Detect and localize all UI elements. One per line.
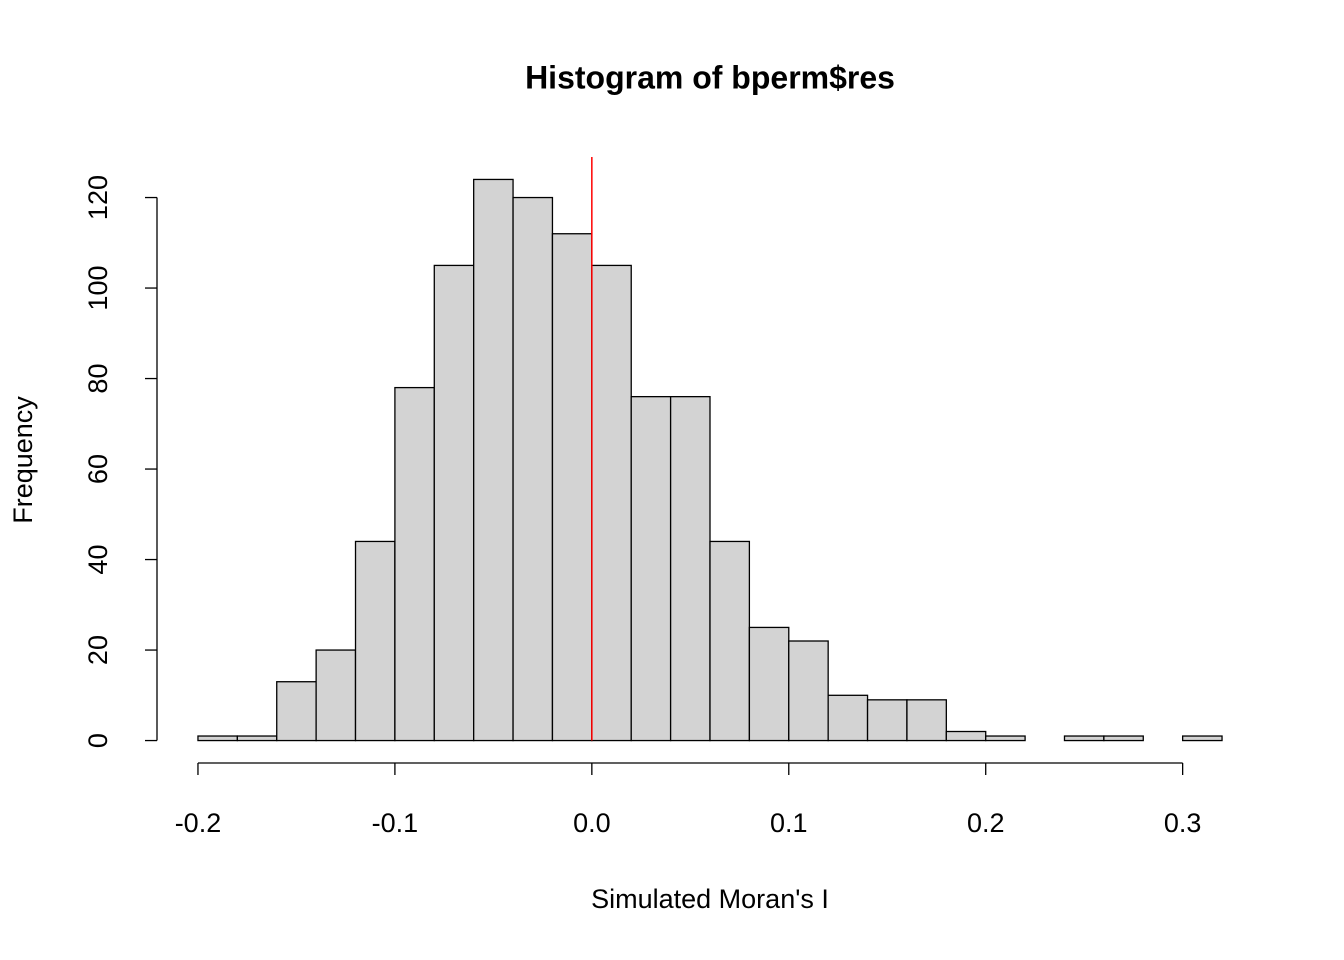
- y-tick-label: 100: [83, 266, 113, 311]
- bar: [788, 640, 829, 742]
- chart-title: Histogram of bperm$res: [525, 59, 895, 95]
- bar: [433, 264, 475, 742]
- x-tick-label: -0.2: [175, 808, 222, 838]
- bar: [866, 699, 908, 742]
- bar: [827, 694, 869, 742]
- bar: [1181, 735, 1223, 742]
- bar: [630, 395, 672, 742]
- bar: [709, 540, 751, 742]
- bar: [394, 386, 435, 742]
- y-tick-label: 60: [83, 454, 113, 484]
- bar: [276, 681, 317, 742]
- bar: [551, 233, 593, 742]
- y-tick-label: 0: [83, 733, 113, 748]
- y-tick-label: 40: [83, 545, 113, 575]
- bar: [906, 699, 947, 742]
- x-tick-label: 0.3: [1164, 808, 1202, 838]
- bar: [591, 264, 632, 742]
- bar: [236, 735, 278, 742]
- x-tick-label: -0.1: [372, 808, 419, 838]
- bar: [315, 649, 357, 742]
- bar: [512, 196, 554, 742]
- bar: [1103, 735, 1144, 742]
- x-tick-label: 0.0: [573, 808, 611, 838]
- bar: [985, 735, 1026, 742]
- y-tick-label: 120: [83, 175, 113, 220]
- bar: [945, 730, 987, 742]
- y-tick-label: 80: [83, 364, 113, 394]
- x-axis-label: Simulated Moran's I: [591, 884, 829, 914]
- x-tick-label: 0.1: [770, 808, 808, 838]
- bar: [473, 178, 514, 742]
- bar: [354, 540, 396, 742]
- bar: [748, 626, 790, 742]
- bar: [669, 395, 711, 742]
- bar: [1063, 735, 1105, 742]
- bar: [197, 735, 239, 742]
- y-axis-label: Frequency: [8, 396, 38, 524]
- x-tick-label: 0.2: [967, 808, 1005, 838]
- y-tick-label: 20: [83, 635, 113, 665]
